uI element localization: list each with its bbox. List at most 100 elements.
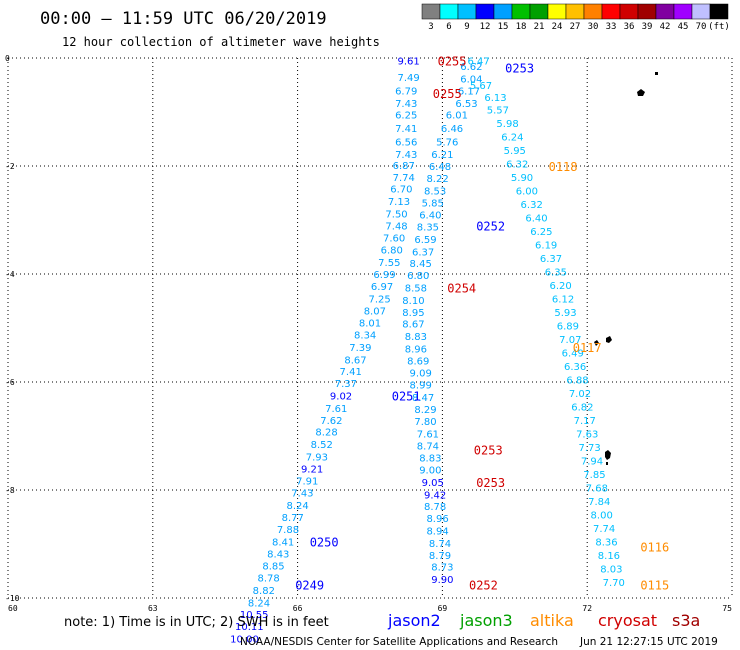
wave-height-point: 6.35	[545, 267, 567, 278]
scale-label: 42	[660, 22, 671, 32]
wave-height-point: 7.43	[395, 150, 417, 161]
scale-label: 45	[678, 22, 689, 32]
scale-swatch	[547, 3, 567, 20]
y-tick-label: -8	[5, 486, 15, 495]
wave-height-point: 8.69	[407, 356, 429, 367]
legend-altika: altika	[530, 611, 574, 630]
pass-time-label: 0254	[447, 282, 476, 296]
wave-height-point: 6.25	[395, 111, 417, 122]
wave-height-point: 7.39	[349, 343, 371, 354]
wave-height-point: 8.07	[364, 307, 386, 318]
scale-swatch	[691, 3, 711, 20]
wave-height-point: 6.48	[429, 162, 451, 173]
y-tick-label: -10	[5, 594, 20, 603]
scale-label: 9	[464, 22, 469, 32]
wave-height-point: 6.70	[390, 185, 412, 196]
scale-label: 6	[446, 22, 451, 32]
wave-height-point: 7.80	[414, 417, 436, 428]
wave-height-point: 8.16	[598, 551, 620, 562]
wave-height-point: 6.97	[371, 282, 393, 293]
wave-height-point: 6.79	[395, 86, 417, 97]
scale-swatch	[475, 3, 495, 20]
island-shape	[655, 72, 658, 75]
wave-height-point: 6.25	[530, 227, 552, 238]
wave-height-point: 8.01	[359, 319, 381, 330]
wave-height-point: 9.09	[410, 368, 432, 379]
wave-height-point: 8.45	[410, 259, 432, 270]
wave-height-point: 8.67	[344, 355, 366, 366]
wave-height-point: 8.99	[410, 381, 432, 392]
land-outlines	[594, 72, 658, 465]
wave-height-point: 7.85	[583, 470, 605, 481]
wave-height-point: 6.20	[550, 281, 572, 292]
scale-label: 70	[696, 22, 707, 32]
scale-swatch	[583, 3, 603, 20]
wave-height-point: 8.43	[267, 550, 289, 561]
wave-height-point: 6.21	[431, 150, 453, 161]
wave-height-point: 7.07	[559, 335, 581, 346]
wave-height-point: 5.90	[511, 173, 533, 184]
wave-height-point: 8.29	[414, 405, 436, 416]
wave-height-point: 8.34	[354, 330, 376, 341]
scale-swatch	[421, 3, 441, 20]
wave-height-point: 9.21	[301, 464, 323, 475]
wave-height-point: 6.59	[414, 235, 436, 246]
wave-height-point: 6.04	[460, 75, 482, 86]
x-tick-label: 69	[438, 604, 448, 613]
wave-height-point: 8.28	[315, 428, 337, 439]
wave-height-point: 5.95	[504, 146, 526, 157]
wave-height-point: 8.24	[248, 598, 270, 609]
wave-height-point: 7.63	[576, 429, 598, 440]
wave-height-point: 8.22	[426, 174, 448, 185]
x-tick-label: 66	[293, 604, 303, 613]
wave-height-point: 8.96	[405, 345, 427, 356]
wave-height-point: 8.83	[405, 332, 427, 343]
wave-height-point: 8.96	[426, 514, 448, 525]
island-shape	[594, 340, 599, 346]
scale-label: 15	[498, 22, 509, 32]
wave-height-point: 8.94	[426, 527, 448, 538]
x-tick-label: 75	[722, 604, 732, 613]
wave-height-point: 7.60	[383, 233, 405, 244]
wave-height-point: 6.53	[455, 99, 477, 110]
wave-height-point: 8.83	[419, 454, 441, 465]
wave-height-point: 6.56	[395, 138, 417, 149]
wave-height-point: 6.80	[407, 271, 429, 282]
wave-height-point: 5.67	[470, 81, 492, 92]
x-tick-label: 60	[8, 604, 18, 613]
pass-time-label: 0250	[310, 535, 339, 549]
pass-time-label: 0118	[549, 160, 578, 174]
y-tick-label: -2	[5, 162, 15, 171]
wave-height-point: 6.00	[516, 186, 538, 197]
scale-swatch	[565, 3, 585, 20]
wave-height-point: 7.94	[581, 456, 603, 467]
pass-time-label: 0255	[438, 55, 467, 69]
wave-height-point: 6.32	[506, 159, 528, 170]
wave-height-point: 7.91	[296, 476, 318, 487]
wave-height-point: 8.35	[417, 222, 439, 233]
wave-height-point: 10.11	[235, 622, 264, 633]
wave-height-point: 6.40	[419, 211, 441, 222]
wave-height-point: 7.02	[569, 389, 591, 400]
x-tick-label: 72	[582, 604, 592, 613]
y-tick-label: -6	[5, 378, 15, 387]
island-shape	[605, 450, 611, 460]
wave-height-point: 8.82	[253, 586, 275, 597]
wave-height-point: 8.00	[591, 510, 613, 521]
scale-label: 3	[428, 22, 433, 32]
wave-height-point: 9.61	[397, 57, 419, 68]
scale-swatch	[457, 3, 477, 20]
wave-height-point: 8.41	[272, 537, 294, 548]
scale-swatch	[511, 3, 531, 20]
wave-height-point: 8.67	[402, 320, 424, 331]
wave-height-point: 8.10	[402, 296, 424, 307]
island-shape	[637, 89, 645, 96]
legend-jason3: jason3	[459, 611, 513, 630]
wave-height-point: 5.57	[487, 105, 509, 116]
wave-height-point: 8.58	[405, 284, 427, 295]
wave-height-point: 8.73	[431, 563, 453, 574]
scale-swatch	[439, 3, 459, 20]
pass-time-label: 0253	[476, 476, 505, 490]
wave-height-point: 6.12	[552, 294, 574, 305]
